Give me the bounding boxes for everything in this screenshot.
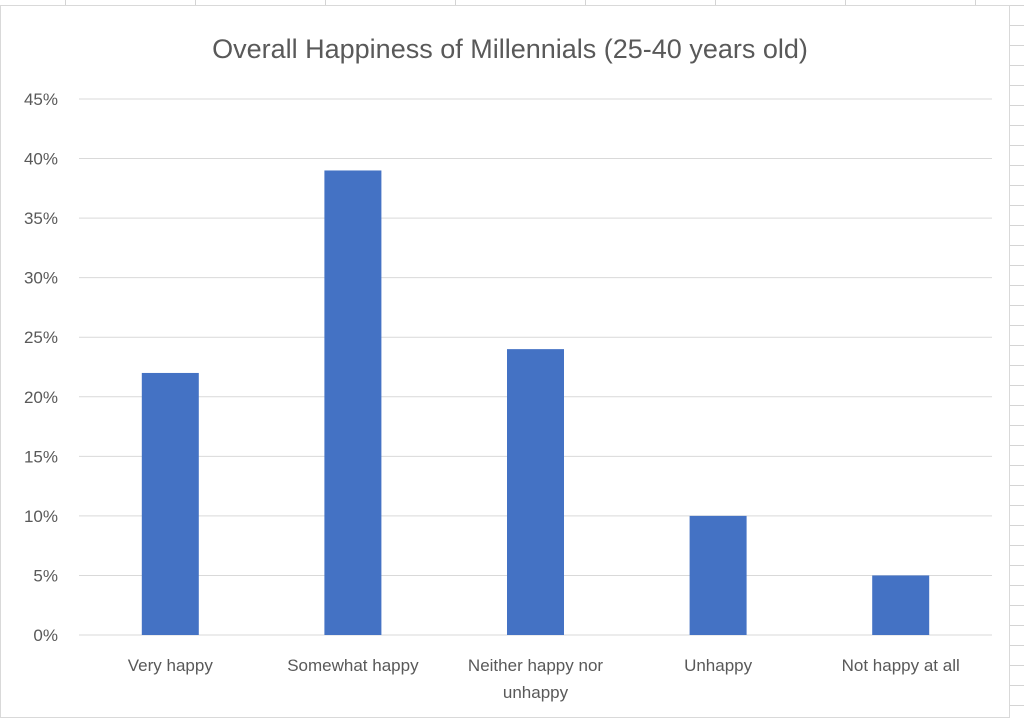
y-tick-label: 5% bbox=[33, 566, 58, 585]
bar-series bbox=[141, 170, 930, 635]
y-tick-label: 10% bbox=[24, 507, 58, 526]
bar[interactable] bbox=[689, 515, 747, 635]
x-category-label: Neither happy nor unhappy bbox=[468, 656, 603, 702]
y-tick-label: 35% bbox=[24, 209, 58, 228]
bar[interactable] bbox=[141, 372, 199, 635]
bar[interactable] bbox=[507, 349, 564, 635]
y-tick-label: 45% bbox=[24, 90, 58, 109]
x-category-label: Not happy at all bbox=[842, 656, 960, 675]
bar[interactable] bbox=[872, 575, 930, 635]
y-axis-ticks: 0% 5% 10% 15% 20% 25% 30% 35% 40% 45% bbox=[24, 90, 58, 645]
x-category-label: Very happy bbox=[128, 656, 214, 675]
y-tick-label: 20% bbox=[24, 388, 58, 407]
chart-title: Overall Happiness of Millennials (25-40 … bbox=[212, 34, 808, 64]
y-tick-label: 15% bbox=[24, 447, 58, 466]
y-tick-label: 30% bbox=[24, 269, 58, 288]
bar[interactable] bbox=[324, 170, 382, 635]
y-tick-label: 0% bbox=[33, 626, 58, 645]
y-tick-label: 25% bbox=[24, 328, 58, 347]
x-category-label: Unhappy bbox=[684, 656, 753, 675]
x-category-label: Somewhat happy bbox=[287, 656, 419, 675]
y-tick-label: 40% bbox=[24, 150, 58, 169]
x-axis-categories: Very happy Somewhat happy Neither happy no… bbox=[128, 656, 960, 702]
